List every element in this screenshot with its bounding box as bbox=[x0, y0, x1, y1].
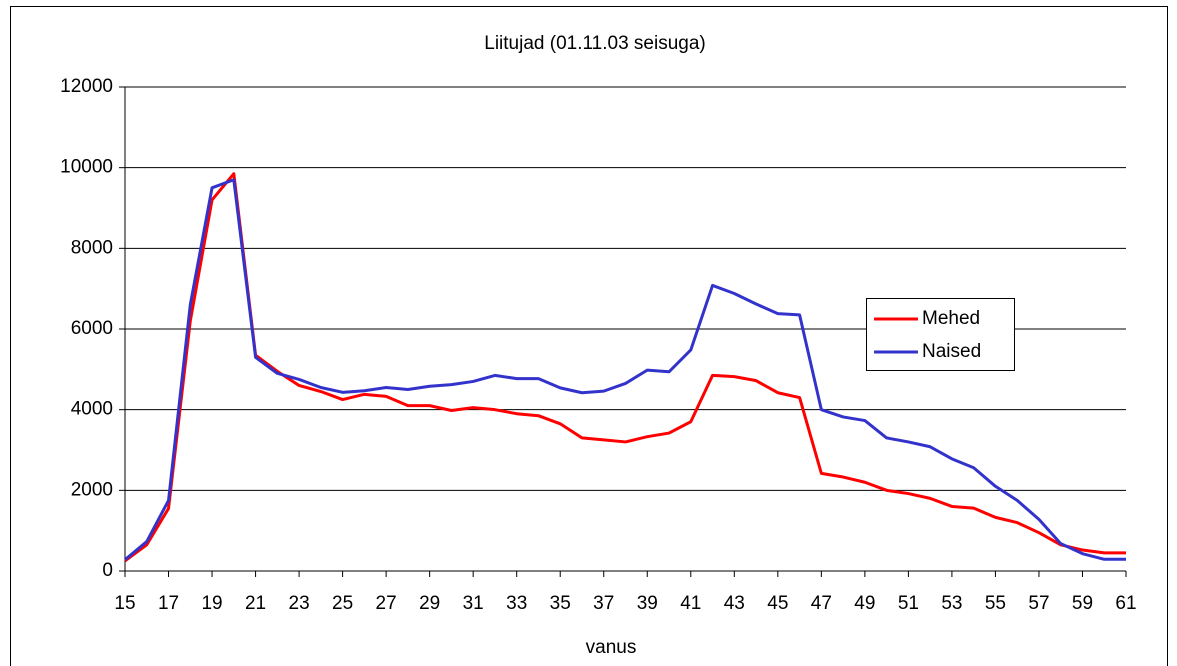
x-tick-label: 33 bbox=[506, 593, 527, 614]
x-tick-label: 15 bbox=[114, 593, 135, 614]
series-line bbox=[124, 172, 1126, 563]
x-tick-label: 25 bbox=[332, 593, 353, 614]
x-tick-label: 53 bbox=[941, 593, 962, 614]
x-tick-label: 49 bbox=[854, 593, 875, 614]
legend-box bbox=[866, 298, 1015, 371]
x-tick-label: 37 bbox=[593, 593, 614, 614]
x-tick-label: 35 bbox=[550, 593, 571, 614]
x-tick-label: 17 bbox=[158, 593, 179, 614]
y-tick-label: 6000 bbox=[71, 318, 113, 339]
x-tick-label: 19 bbox=[201, 593, 222, 614]
x-tick-label: 57 bbox=[1028, 593, 1049, 614]
x-tick-label: 59 bbox=[1072, 593, 1093, 614]
x-tick-label: 47 bbox=[811, 593, 832, 614]
x-tick-label: 43 bbox=[724, 593, 745, 614]
x-tick-label: 23 bbox=[289, 593, 310, 614]
x-tick-label: 55 bbox=[985, 593, 1006, 614]
legend-label: Mehed bbox=[922, 308, 980, 329]
x-tick-label: 21 bbox=[245, 593, 266, 614]
chart-title: Liitujad (01.11.03 seisuga) bbox=[484, 33, 705, 54]
x-axis-label: vanus bbox=[586, 637, 637, 658]
y-tick-label: 0 bbox=[102, 560, 113, 581]
x-tick-label: 39 bbox=[637, 593, 658, 614]
x-tick-label: 61 bbox=[1115, 593, 1136, 614]
y-tick-label: 4000 bbox=[71, 399, 113, 420]
x-tick-label: 29 bbox=[419, 593, 440, 614]
y-tick-label: 2000 bbox=[71, 479, 113, 500]
y-tick-label: 8000 bbox=[71, 237, 113, 258]
legend-label: Naised bbox=[922, 341, 981, 362]
x-tick-label: 41 bbox=[680, 593, 701, 614]
y-tick-label: 12000 bbox=[60, 76, 113, 97]
x-tick-label: 51 bbox=[898, 593, 919, 614]
x-tick-label: 27 bbox=[376, 593, 397, 614]
x-tick-label: 31 bbox=[463, 593, 484, 614]
y-tick-label: 10000 bbox=[60, 157, 113, 178]
x-tick-label: 45 bbox=[767, 593, 788, 614]
series-line bbox=[124, 178, 1126, 561]
